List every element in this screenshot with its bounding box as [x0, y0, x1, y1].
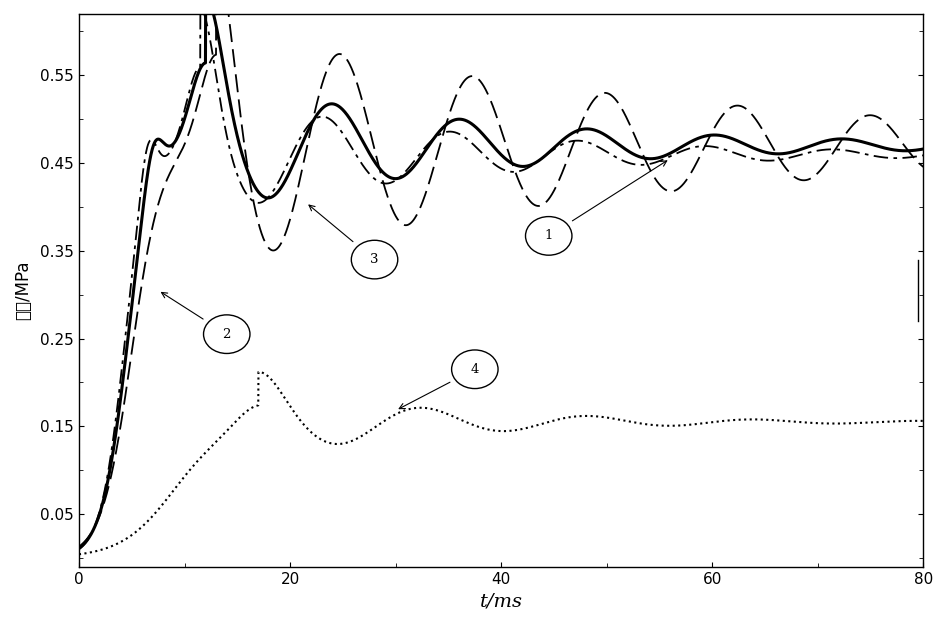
Text: 3: 3 [370, 253, 379, 266]
Text: 1: 1 [545, 230, 553, 242]
Text: 2: 2 [223, 328, 231, 341]
Y-axis label: 压强/MPa: 压强/MPa [14, 261, 32, 320]
X-axis label: t/ms: t/ms [480, 592, 523, 610]
Text: 4: 4 [471, 363, 479, 376]
